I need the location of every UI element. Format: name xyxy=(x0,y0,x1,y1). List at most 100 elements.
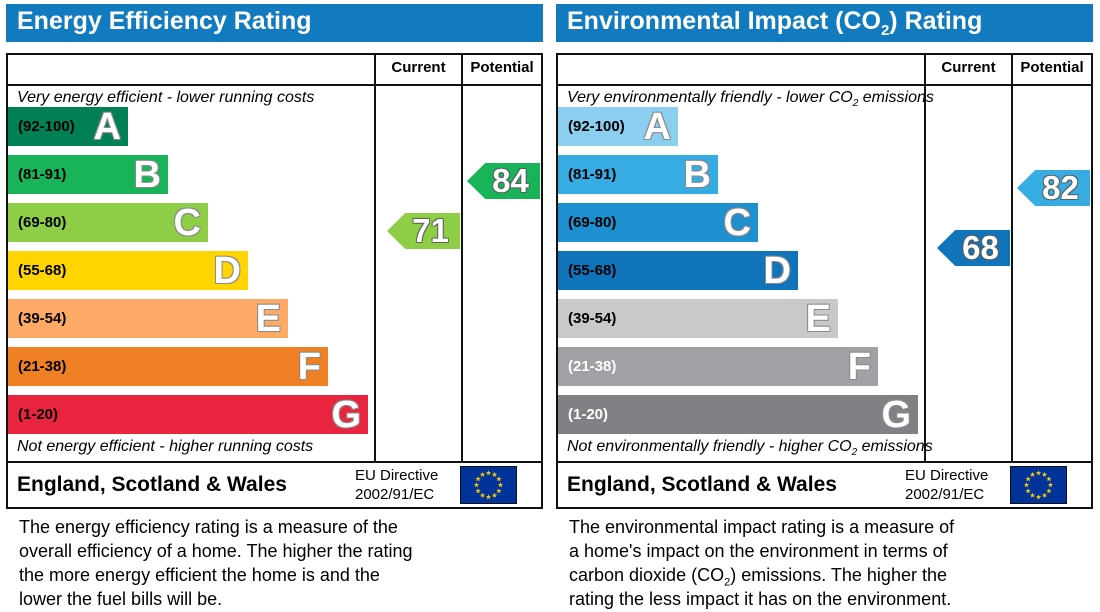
table-footer: England, Scotland & Wales EU Directive 2… xyxy=(558,463,1091,507)
energy-efficiency-panel: Energy Efficiency Rating Current Potenti… xyxy=(6,0,543,612)
description-text-end: ) emissions. The higher the xyxy=(730,565,947,585)
band-letter-b: B xyxy=(683,154,711,196)
region-label: England, Scotland & Wales xyxy=(567,473,837,496)
eu-directive-line1: EU Directive xyxy=(355,467,439,484)
description-line: The energy efficiency rating is a measur… xyxy=(19,517,398,537)
band-range-g: (1-20) xyxy=(18,406,59,423)
band-range-e: (39-54) xyxy=(18,310,67,327)
band-row-g: (1-20) G xyxy=(558,394,918,436)
note-text: Not environmentally friendly - higher CO xyxy=(567,438,852,455)
note-text-end: emissions xyxy=(857,438,933,455)
band-letter-c: C xyxy=(173,202,201,244)
energy-rating-table: Current Potential Very energy efficient … xyxy=(6,53,543,509)
eu-directive-line2: 2002/91/EC xyxy=(355,486,435,503)
header-divider xyxy=(558,84,1091,86)
band-range-f: (21-38) xyxy=(568,358,617,375)
environmental-impact-panel: Environmental Impact (CO2) Rating Curren… xyxy=(556,0,1093,612)
band-letter-g: G xyxy=(881,394,911,436)
band-range-b: (81-91) xyxy=(18,166,67,183)
current-column-divider xyxy=(374,55,376,461)
top-scale-note: Very energy efficient - lower running co… xyxy=(17,89,315,106)
band-row-e: (39-54) E xyxy=(8,298,288,340)
band-letter-e: E xyxy=(805,298,831,340)
band-letter-c: C xyxy=(723,202,751,244)
description-line: rating the less impact it has on the env… xyxy=(569,589,952,609)
energy-panel-title: Energy Efficiency Rating xyxy=(6,4,543,42)
band-letter-f: F xyxy=(847,346,871,388)
band-row-c: (69-80) C xyxy=(8,202,208,244)
description-line: overall efficiency of a home. The higher… xyxy=(19,541,413,561)
eu-directive-line1: EU Directive xyxy=(905,467,989,484)
footer-divider xyxy=(8,461,541,463)
potential-rating-arrow: 82 xyxy=(1017,170,1090,206)
band-range-d: (55-68) xyxy=(568,262,617,279)
description-line: The environmental impact rating is a mea… xyxy=(569,517,955,537)
co2-title-text-end: ) Rating xyxy=(889,7,983,35)
band-range-c: (69-80) xyxy=(18,214,67,231)
eu-flag-icon xyxy=(1010,466,1067,504)
band-row-a: (92-100) A xyxy=(8,106,128,148)
band-letter-d: D xyxy=(763,250,791,292)
co2-rating-table: Current Potential Very environmentally f… xyxy=(556,53,1093,509)
current-column-divider xyxy=(924,55,926,461)
description-line: lower the fuel bills will be. xyxy=(19,589,223,609)
footer-divider xyxy=(558,461,1091,463)
potential-rating-arrow: 84 xyxy=(467,163,540,199)
co2-panel-title: Environmental Impact (CO2) Rating xyxy=(556,4,1093,42)
energy-description: The energy efficiency rating is a measur… xyxy=(19,515,413,611)
band-range-a: (92-100) xyxy=(18,118,75,135)
note-subscript: 2 xyxy=(851,447,858,459)
band-letter-g: G xyxy=(331,394,361,436)
band-row-d: (55-68) D xyxy=(8,250,248,292)
band-row-d: (55-68) D xyxy=(558,250,798,292)
band-row-f: (21-38) F xyxy=(558,346,878,388)
table-footer: England, Scotland & Wales EU Directive 2… xyxy=(8,463,541,507)
band-letter-d: D xyxy=(213,250,241,292)
eu-directive-line2: 2002/91/EC xyxy=(905,486,985,503)
current-rating-arrow: 68 xyxy=(937,230,1010,266)
band-row-c: (69-80) C xyxy=(558,202,758,244)
band-row-b: (81-91) B xyxy=(558,154,718,196)
potential-column-divider xyxy=(461,55,463,461)
band-row-g: (1-20) G xyxy=(8,394,368,436)
co2-description: The environmental impact rating is a mea… xyxy=(569,515,954,611)
bottom-scale-note: Not energy efficient - higher running co… xyxy=(17,438,314,455)
band-row-b: (81-91) B xyxy=(8,154,168,196)
region-label: England, Scotland & Wales xyxy=(17,473,287,496)
description-subscript: 2 xyxy=(724,576,731,589)
description-line: a home's impact on the environment in te… xyxy=(569,541,948,561)
band-range-b: (81-91) xyxy=(568,166,617,183)
co2-title-text: Environmental Impact (CO xyxy=(567,7,881,35)
band-range-a: (92-100) xyxy=(568,118,625,135)
description-text: carbon dioxide (CO xyxy=(569,565,725,585)
column-header-potential: Potential xyxy=(470,59,534,76)
description-line: the more energy efficient the home is an… xyxy=(19,565,380,585)
band-row-e: (39-54) E xyxy=(558,298,838,340)
bottom-scale-note: Not environmentally friendly - higher CO… xyxy=(567,438,933,459)
band-letter-f: F xyxy=(297,346,321,388)
column-header-current: Current xyxy=(391,59,446,76)
current-rating-arrow: 71 xyxy=(387,213,460,249)
column-header-potential: Potential xyxy=(1020,59,1084,76)
band-range-c: (69-80) xyxy=(568,214,617,231)
band-letter-b: B xyxy=(133,154,161,196)
note-subscript: 2 xyxy=(852,98,859,110)
note-text-end: emissions xyxy=(858,89,934,106)
eu-directive-label: EU Directive 2002/91/EC xyxy=(905,466,988,504)
band-range-d: (55-68) xyxy=(18,262,67,279)
column-header-current: Current xyxy=(941,59,996,76)
top-scale-note: Very environmentally friendly - lower CO… xyxy=(567,89,934,110)
band-letter-a: A xyxy=(93,106,121,148)
header-divider xyxy=(8,84,541,86)
potential-column-divider xyxy=(1011,55,1013,461)
description-line: carbon dioxide (CO2) emissions. The high… xyxy=(569,563,954,589)
band-range-g: (1-20) xyxy=(568,406,609,423)
band-row-f: (21-38) F xyxy=(8,346,328,388)
eu-directive-label: EU Directive 2002/91/EC xyxy=(355,466,438,504)
band-row-a: (92-100) A xyxy=(558,107,678,147)
eu-flag-icon xyxy=(460,466,517,504)
band-range-e: (39-54) xyxy=(568,310,617,327)
co2-title-subscript: 2 xyxy=(880,22,890,39)
band-letter-e: E xyxy=(255,298,281,340)
band-range-f: (21-38) xyxy=(18,358,67,375)
